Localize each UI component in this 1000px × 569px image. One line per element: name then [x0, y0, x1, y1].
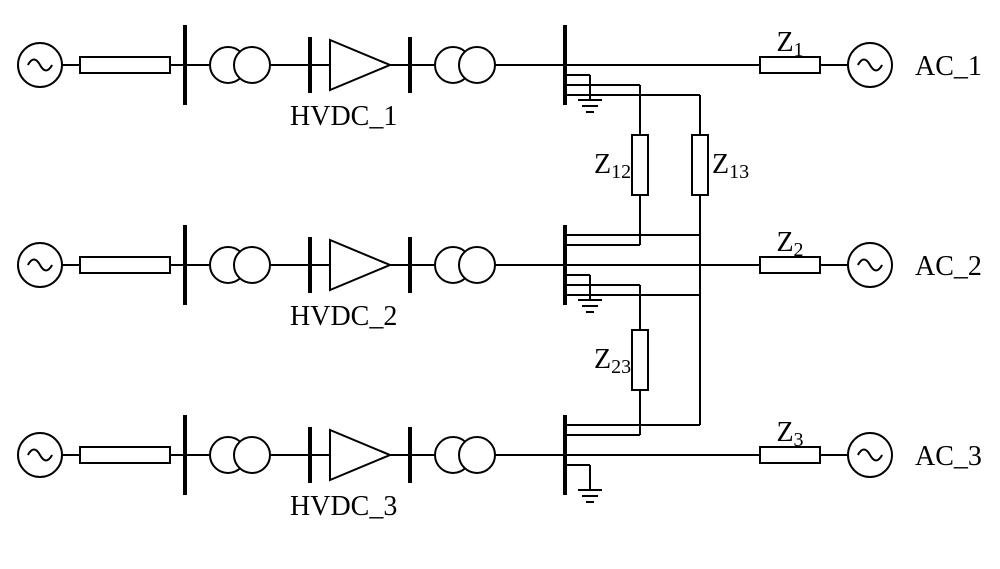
- hvdc-row-2: Z2 AC_2 HVDC_2: [18, 225, 982, 332]
- ac-label: AC_3: [915, 441, 982, 472]
- impedance-label: Z2: [776, 227, 803, 261]
- interconnect-label: Z13: [712, 149, 749, 183]
- hvdc-label: HVDC_3: [290, 491, 397, 522]
- hvdc-row-1: Z1 AC_1 HVDC_1: [18, 25, 982, 132]
- ac-label: AC_1: [915, 51, 982, 82]
- hvdc-label: HVDC_2: [290, 301, 397, 332]
- hvdc-row-3: Z3 AC_3 HVDC_3: [18, 415, 982, 522]
- interconnect-label: Z23: [594, 344, 631, 378]
- ac-label: AC_2: [915, 251, 982, 282]
- hvdc-label: HVDC_1: [290, 101, 397, 132]
- interconnects: Z12 Z13 Z23: [565, 85, 749, 435]
- interconnect-label: Z12: [594, 149, 631, 183]
- impedance-label: Z1: [776, 27, 803, 61]
- impedance-label: Z3: [776, 417, 803, 451]
- hvdc-single-line-diagram: Z1AC_1HVDC_1Z2AC_2HVDC_2Z3AC_3HVDC_3Z12Z…: [0, 0, 1000, 569]
